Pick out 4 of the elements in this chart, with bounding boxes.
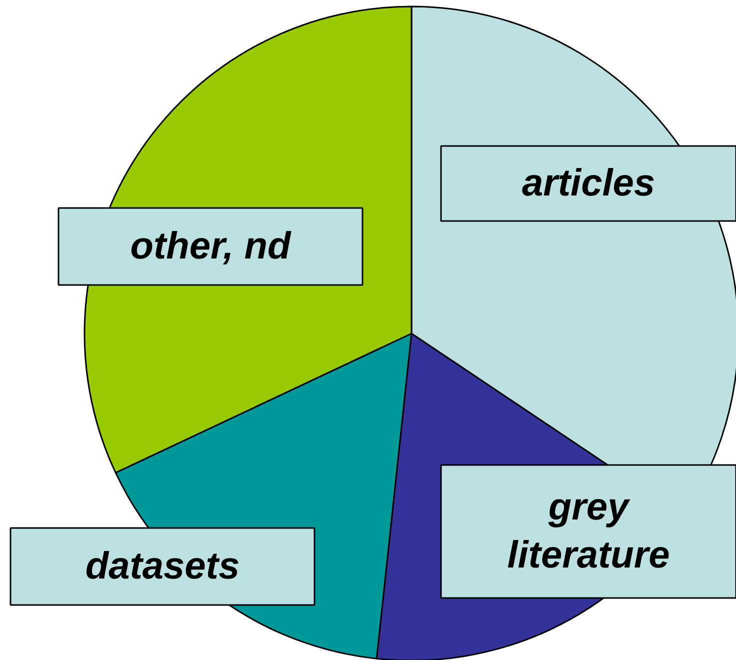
slice-label: articles (522, 162, 656, 204)
slice-label: other, nd (130, 226, 292, 268)
slice-label: datasets (85, 546, 240, 588)
slice-label: grey literature (507, 486, 670, 577)
